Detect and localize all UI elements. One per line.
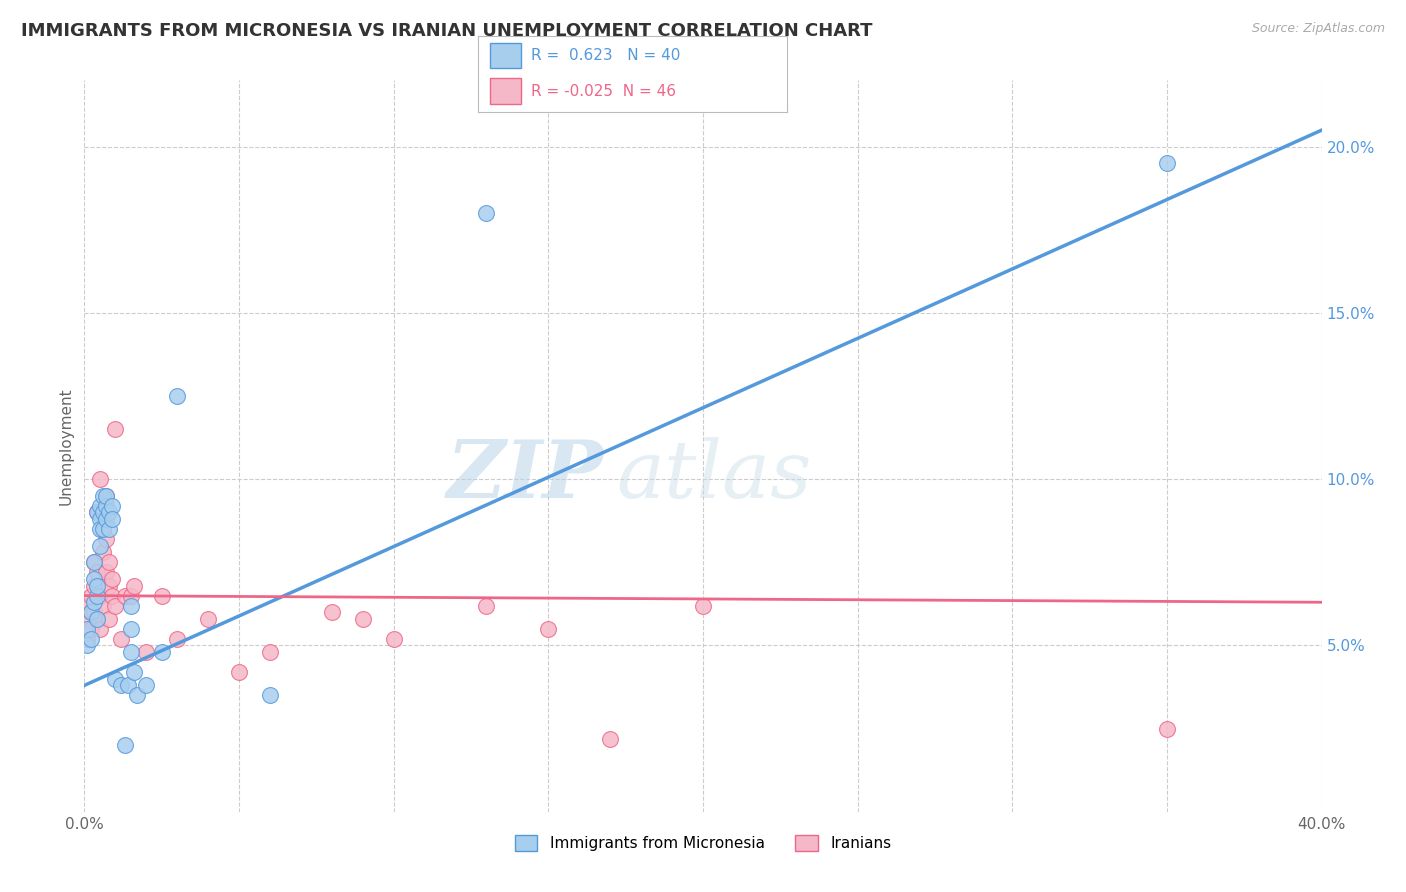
Point <box>135 645 157 659</box>
Point <box>83 579 105 593</box>
Point <box>86 579 108 593</box>
Point <box>94 489 117 503</box>
Point <box>1156 722 1178 736</box>
Text: ZIP: ZIP <box>447 436 605 514</box>
Text: R =  0.623   N = 40: R = 0.623 N = 40 <box>530 48 681 63</box>
Point <box>98 555 121 569</box>
Point <box>537 622 560 636</box>
Point <box>86 506 108 520</box>
Point <box>475 206 498 220</box>
Point <box>89 622 111 636</box>
Point <box>125 689 148 703</box>
Point <box>79 605 101 619</box>
Point <box>114 589 136 603</box>
Point <box>150 589 173 603</box>
Point <box>94 566 117 580</box>
Point <box>94 489 117 503</box>
Point <box>135 678 157 692</box>
Point <box>104 422 127 436</box>
Point <box>599 731 621 746</box>
Point <box>122 579 145 593</box>
Point <box>122 665 145 679</box>
Point <box>352 612 374 626</box>
Point <box>83 555 105 569</box>
Point <box>86 589 108 603</box>
Point <box>91 522 114 536</box>
Point <box>79 632 101 646</box>
Point <box>91 545 114 559</box>
Point <box>101 572 124 586</box>
Point <box>166 632 188 646</box>
Point <box>114 738 136 752</box>
Point <box>98 522 121 536</box>
Point <box>76 612 98 626</box>
Point <box>101 512 124 526</box>
Point <box>166 389 188 403</box>
Point <box>79 605 101 619</box>
Point <box>120 599 142 613</box>
Point <box>76 599 98 613</box>
Point <box>150 645 173 659</box>
Point <box>120 622 142 636</box>
Point <box>101 589 124 603</box>
Point <box>94 512 117 526</box>
Point <box>91 599 114 613</box>
Point <box>91 522 114 536</box>
Legend: Immigrants from Micronesia, Iranians: Immigrants from Micronesia, Iranians <box>508 828 898 859</box>
Point <box>83 595 105 609</box>
Point <box>91 506 114 520</box>
Point <box>86 506 108 520</box>
Point <box>110 632 132 646</box>
Point <box>89 512 111 526</box>
FancyBboxPatch shape <box>491 43 522 69</box>
Point <box>83 605 105 619</box>
Point <box>76 639 98 653</box>
Point <box>79 589 101 603</box>
Point <box>79 622 101 636</box>
Point <box>197 612 219 626</box>
Point <box>94 532 117 546</box>
Point <box>101 499 124 513</box>
Point <box>117 678 139 692</box>
Point <box>91 489 114 503</box>
Point <box>83 555 105 569</box>
Text: Source: ZipAtlas.com: Source: ZipAtlas.com <box>1251 22 1385 36</box>
Point <box>83 572 105 586</box>
Point <box>1156 156 1178 170</box>
Point <box>98 579 121 593</box>
Point <box>89 539 111 553</box>
Point <box>259 645 281 659</box>
Point <box>86 612 108 626</box>
Y-axis label: Unemployment: Unemployment <box>58 387 73 505</box>
Point <box>98 506 121 520</box>
Point <box>692 599 714 613</box>
Text: IMMIGRANTS FROM MICRONESIA VS IRANIAN UNEMPLOYMENT CORRELATION CHART: IMMIGRANTS FROM MICRONESIA VS IRANIAN UN… <box>21 22 873 40</box>
Point <box>259 689 281 703</box>
Point <box>76 632 98 646</box>
Point <box>321 605 343 619</box>
Point <box>94 499 117 513</box>
Text: atlas: atlas <box>616 436 811 514</box>
Point <box>76 622 98 636</box>
Point <box>89 522 111 536</box>
Point <box>89 472 111 486</box>
Point <box>228 665 250 679</box>
Point <box>120 589 142 603</box>
FancyBboxPatch shape <box>491 78 522 104</box>
Point <box>86 612 108 626</box>
Point <box>104 599 127 613</box>
Point <box>110 678 132 692</box>
Point <box>120 645 142 659</box>
Point <box>382 632 405 646</box>
Point <box>104 672 127 686</box>
Point <box>98 612 121 626</box>
Text: R = -0.025  N = 46: R = -0.025 N = 46 <box>530 84 676 98</box>
Point <box>89 499 111 513</box>
Point <box>86 566 108 580</box>
Point <box>475 599 498 613</box>
Point <box>89 589 111 603</box>
